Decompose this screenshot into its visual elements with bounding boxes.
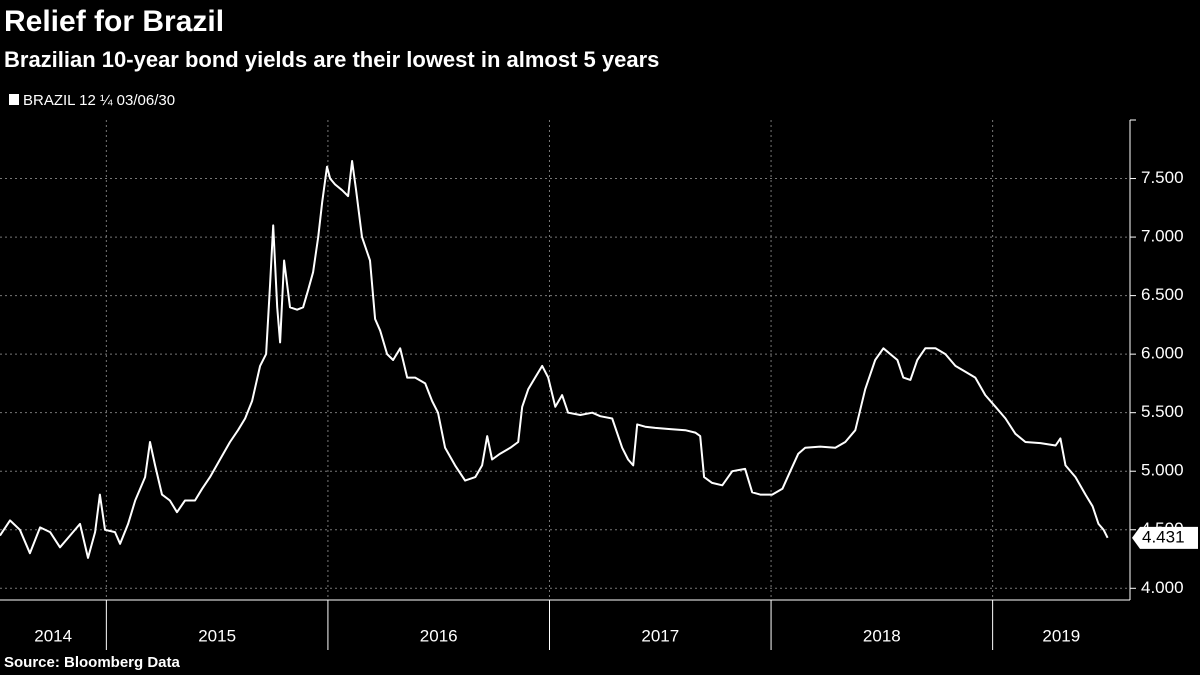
- x-tick-label: 2015: [198, 626, 236, 645]
- y-tick-label: 4.000: [1141, 578, 1184, 597]
- chart-subtitle: Brazilian 10-year bond yields are their …: [4, 47, 659, 72]
- line: [0, 160, 1109, 559]
- x-tick-label: 2019: [1042, 626, 1080, 645]
- y-tick-label: 7.500: [1141, 168, 1184, 187]
- x-tick-label: 2018: [863, 626, 901, 645]
- y-tick-label: 7.000: [1141, 227, 1184, 246]
- legend-label: BRAZIL 12 ¼ 03/06/30: [23, 92, 175, 109]
- last-value-box: [1132, 526, 1198, 549]
- y-tick-label: 5.500: [1141, 402, 1184, 421]
- source: Source: Bloomberg Data: [4, 654, 181, 671]
- last-value-label: 4.431: [1142, 527, 1185, 546]
- y-tick-label: 5.000: [1141, 461, 1184, 480]
- x-tick-label: 2017: [641, 626, 679, 645]
- y-tick-label: 6.500: [1141, 285, 1184, 304]
- y-tick-label: 6.000: [1141, 344, 1184, 363]
- x-tick-label: 2014: [34, 626, 72, 645]
- chart-title: Relief for Brazil: [4, 5, 224, 38]
- x-tick-label: 2016: [420, 626, 458, 645]
- legend-swatch: [9, 94, 19, 105]
